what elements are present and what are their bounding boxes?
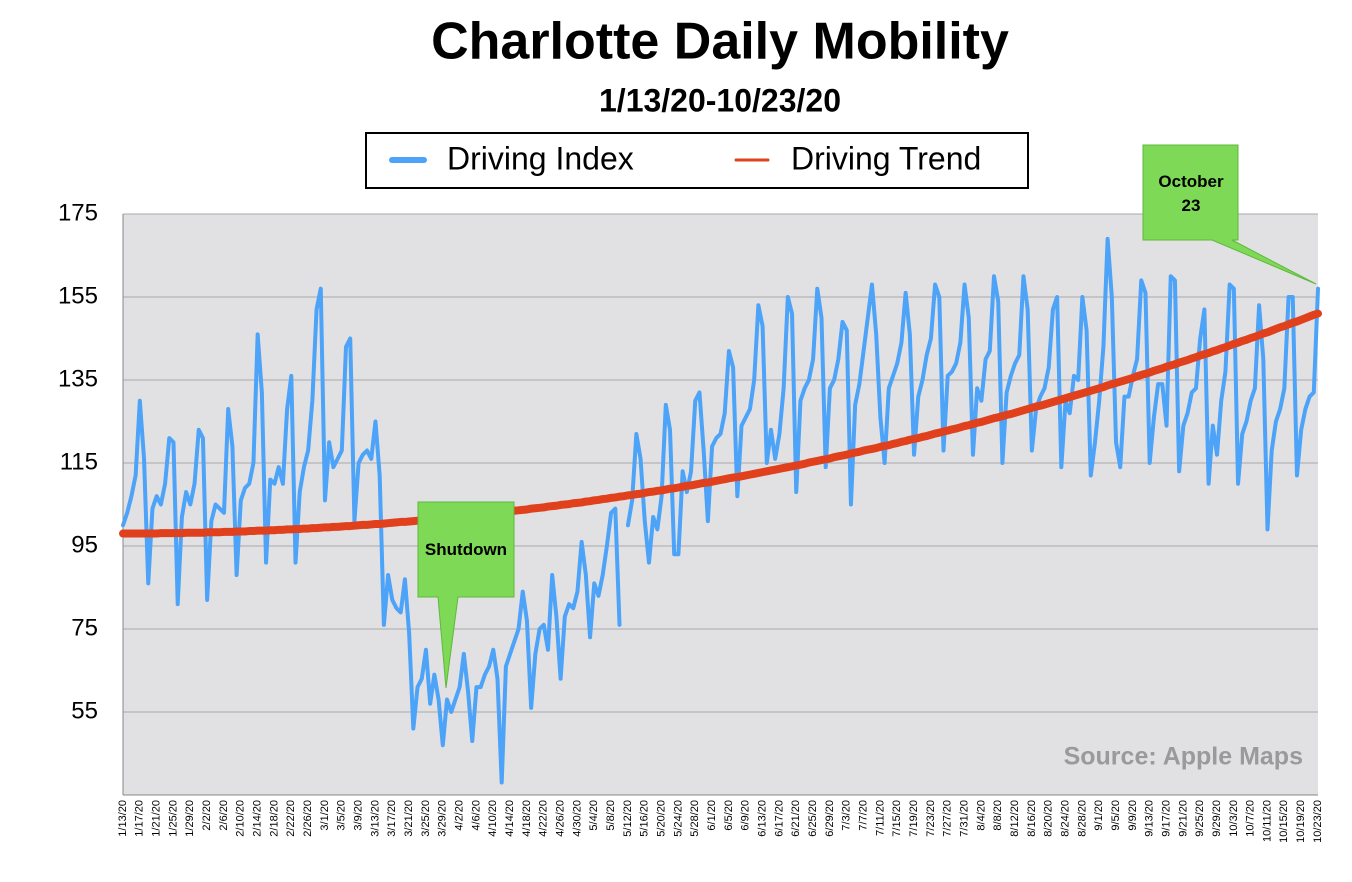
x-tick-label: 3/29/20 — [437, 800, 449, 837]
x-tick-label: 6/1/20 — [706, 800, 718, 831]
x-tick-label: 1/21/20 — [151, 800, 163, 837]
x-tick-label: 5/8/20 — [605, 800, 617, 831]
x-tick-label: 10/23/20 — [1312, 800, 1324, 843]
x-tick-label: 7/31/20 — [958, 800, 970, 837]
october-label: October 23 — [1158, 172, 1224, 215]
x-tick-label: 7/3/20 — [841, 800, 853, 831]
x-tick-label: 10/7/20 — [1245, 800, 1257, 837]
x-tick-label: 9/13/20 — [1144, 800, 1156, 837]
y-tick-label: 155 — [58, 282, 98, 309]
x-tick-label: 8/16/20 — [1026, 800, 1038, 837]
x-tick-label: 8/12/20 — [1009, 800, 1021, 837]
x-tick-label: 9/9/20 — [1127, 800, 1139, 831]
series-line — [119, 309, 1322, 538]
x-tick-label: 5/24/20 — [672, 800, 684, 837]
x-tick-label: 1/17/20 — [134, 800, 146, 837]
chart-title: Charlotte Daily Mobility — [431, 13, 1009, 71]
x-tick-label: 3/9/20 — [353, 800, 365, 831]
series-line — [121, 286, 622, 785]
x-tick-label: 1/13/20 — [117, 800, 129, 837]
x-tick-label: 8/28/20 — [1076, 800, 1088, 837]
x-tick-label: 5/16/20 — [639, 800, 651, 837]
x-tick-label: 8/4/20 — [975, 800, 987, 831]
x-tick-label: 6/13/20 — [756, 800, 768, 837]
x-tick-label: 7/19/20 — [908, 800, 920, 837]
x-tick-label: 9/21/20 — [1177, 800, 1189, 837]
x-tick-label: 3/5/20 — [336, 800, 348, 831]
x-tick-label: 9/25/20 — [1194, 800, 1206, 837]
x-tick-label: 5/28/20 — [689, 800, 701, 837]
x-tick-label: 4/18/20 — [521, 800, 533, 837]
y-tick-label: 115 — [60, 448, 98, 475]
x-tick-label: 1/29/20 — [184, 800, 196, 837]
x-tick-label: 2/26/20 — [302, 800, 314, 837]
x-tick-label: 2/10/20 — [235, 800, 247, 837]
x-tick-label: 10/11/20 — [1261, 800, 1273, 842]
x-tick-label: 3/13/20 — [369, 800, 381, 837]
x-tick-label: 9/29/20 — [1211, 800, 1223, 837]
shutdown-callout — [417, 501, 515, 689]
x-tick-label: 8/20/20 — [1043, 800, 1055, 837]
x-tick-label: 4/22/20 — [538, 800, 550, 837]
x-tick-label: 3/25/20 — [420, 800, 432, 837]
x-tick-label: 9/17/20 — [1160, 800, 1172, 837]
x-tick-label: 8/8/20 — [992, 800, 1004, 831]
x-tick-label: 2/22/20 — [285, 800, 297, 837]
source-note: Source: Apple Maps — [1064, 743, 1303, 771]
x-tick-label: 6/21/20 — [790, 800, 802, 837]
x-tick-label: 1/25/20 — [167, 800, 179, 837]
october-callout — [1142, 144, 1317, 285]
x-tick-label: 3/17/20 — [386, 800, 398, 837]
x-tick-label: 6/9/20 — [740, 800, 752, 831]
y-tick-label: 135 — [58, 365, 98, 392]
x-tick-label: 7/15/20 — [891, 800, 903, 837]
x-tick-label: 10/3/20 — [1228, 800, 1240, 837]
x-tick-label: 6/17/20 — [773, 800, 785, 837]
x-tick-label: 9/5/20 — [1110, 800, 1122, 831]
x-tick-label: 2/18/20 — [268, 800, 280, 837]
x-tick-label: 3/21/20 — [403, 800, 415, 837]
x-tick-label: 10/19/20 — [1295, 800, 1307, 843]
x-tick-label: 7/27/20 — [942, 800, 954, 837]
series-line — [625, 236, 1320, 565]
x-tick-label: 4/30/20 — [571, 800, 583, 837]
x-tick-label: 9/1/20 — [1093, 800, 1105, 831]
y-tick-label: 75 — [71, 614, 98, 641]
x-tick-label: 7/7/20 — [857, 800, 869, 831]
legend-box — [365, 132, 1029, 189]
x-tick-label: 4/10/20 — [487, 800, 499, 837]
x-tick-label: 6/5/20 — [723, 800, 735, 831]
x-tick-label: 5/12/20 — [622, 800, 634, 837]
x-tick-label: 7/23/20 — [925, 800, 937, 837]
x-tick-label: 5/4/20 — [588, 800, 600, 831]
x-tick-label: 2/2/20 — [201, 800, 213, 831]
x-tick-label: 4/26/20 — [555, 800, 567, 837]
x-tick-label: 2/14/20 — [252, 800, 264, 837]
x-tick-label: 4/2/20 — [454, 800, 466, 831]
y-tick-label: 95 — [71, 531, 98, 558]
x-tick-label: 8/24/20 — [1059, 800, 1071, 837]
y-tick-label: 55 — [71, 697, 98, 724]
legend-label: Driving Index — [447, 140, 634, 176]
shutdown-label: Shutdown — [424, 540, 508, 559]
x-tick-label: 4/6/20 — [470, 800, 482, 831]
y-tick-label: 175 — [58, 199, 98, 226]
x-tick-label: 6/29/20 — [824, 800, 836, 837]
x-tick-label: 7/11/20 — [874, 800, 886, 836]
x-tick-label: 4/14/20 — [504, 800, 516, 837]
x-tick-label: 6/25/20 — [807, 800, 819, 837]
x-tick-label: 10/15/20 — [1278, 800, 1290, 843]
x-tick-label: 3/1/20 — [319, 800, 331, 831]
x-tick-label: 2/6/20 — [218, 800, 230, 831]
x-tick-label: 5/20/20 — [655, 800, 667, 837]
legend-label: Driving Trend — [791, 140, 981, 176]
chart-subtitle: 1/13/20-10/23/20 — [599, 82, 841, 118]
